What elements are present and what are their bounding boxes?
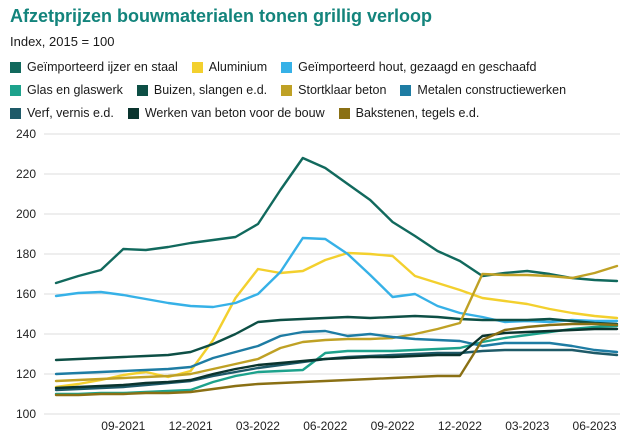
x-axis-tick-label: 06-2022 — [303, 419, 347, 433]
legend-swatch-icon — [191, 61, 203, 73]
series-line-4 — [54, 314, 619, 362]
legend-swatch-icon — [10, 61, 21, 73]
series-line-5 — [54, 264, 619, 383]
legend-item-9: Bakstenen, tegels e.d. — [338, 106, 480, 120]
chart-subtitle: Index, 2015 = 100 — [10, 34, 115, 49]
legend-swatch-icon — [10, 84, 21, 96]
legend-item-4: Buizen, slangen e.d. — [136, 83, 268, 97]
legend-swatch-icon — [338, 107, 350, 119]
legend-swatch-icon — [281, 84, 293, 96]
y-axis-tick-label: 100 — [16, 407, 36, 421]
x-axis-tick-label: 09-2021 — [101, 419, 145, 433]
chart-header: Afzetprijzen bouwmaterialen tonen grilli… — [10, 6, 616, 49]
legend-label: Buizen, slangen e.d. — [153, 83, 268, 97]
legend-item-3: Glas en glaswerk — [10, 83, 123, 97]
y-axis-tick-label: 220 — [16, 167, 36, 181]
legend-item-0: Geïmporteerd ijzer en staal — [10, 60, 178, 74]
x-axis-tick-label: 03-2022 — [236, 419, 280, 433]
y-axis-tick-label: 240 — [16, 127, 36, 141]
y-axis-tick-label: 200 — [16, 207, 36, 221]
x-axis-tick-label: 12-2021 — [169, 419, 213, 433]
legend-label: Verf, vernis e.d. — [27, 106, 114, 120]
x-axis-tick-label: 06-2023 — [573, 419, 617, 433]
y-axis-tick-label: 160 — [16, 287, 36, 301]
legend-swatch-icon — [281, 61, 293, 73]
x-axis-tick-label: 12-2022 — [438, 419, 482, 433]
legend-label: Aluminium — [208, 60, 268, 74]
legend-item-2: Geïmporteerd hout, gezaagd en geschaafd — [281, 60, 537, 74]
series-line-6 — [54, 329, 619, 376]
page-title: Afzetprijzen bouwmaterialen tonen grilli… — [10, 6, 433, 26]
legend-label: Werken van beton voor de bouw — [144, 106, 325, 120]
legend-swatch-icon — [127, 107, 139, 119]
legend-swatch-icon — [136, 84, 148, 96]
legend-label: Glas en glaswerk — [27, 83, 123, 97]
legend-label: Geïmporteerd hout, gezaagd en geschaafd — [298, 60, 537, 74]
legend-swatch-icon — [10, 107, 21, 119]
series-line-9 — [54, 322, 619, 397]
legend-item-5: Stortklaar beton — [281, 83, 386, 97]
legend-item-6: Metalen constructiewerken — [400, 83, 566, 97]
legend-label: Stortklaar beton — [298, 83, 387, 97]
x-axis-tick-label: 03-2023 — [505, 419, 549, 433]
series-line-1 — [54, 251, 619, 389]
legend-label: Geïmporteerd ijzer en staal — [27, 60, 178, 74]
legend-item-8: Werken van beton voor de bouw — [127, 106, 325, 120]
y-axis-tick-label: 140 — [16, 327, 36, 341]
legend-swatch-icon — [400, 84, 412, 96]
y-axis-tick-label: 120 — [16, 367, 36, 381]
legend-item-7: Verf, vernis e.d. — [10, 106, 114, 120]
x-axis-tick-label: 09-2022 — [371, 419, 415, 433]
series-line-0 — [54, 156, 619, 285]
chart-legend: Geïmporteerd ijzer en staal Aluminium Geïm… — [10, 60, 618, 120]
y-axis-tick-label: 180 — [16, 247, 36, 261]
legend-item-1: Aluminium — [191, 60, 268, 74]
legend-label: Metalen constructiewerken — [417, 83, 567, 97]
legend-label: Bakstenen, tegels e.d. — [355, 106, 480, 120]
series-line-8 — [54, 327, 619, 390]
